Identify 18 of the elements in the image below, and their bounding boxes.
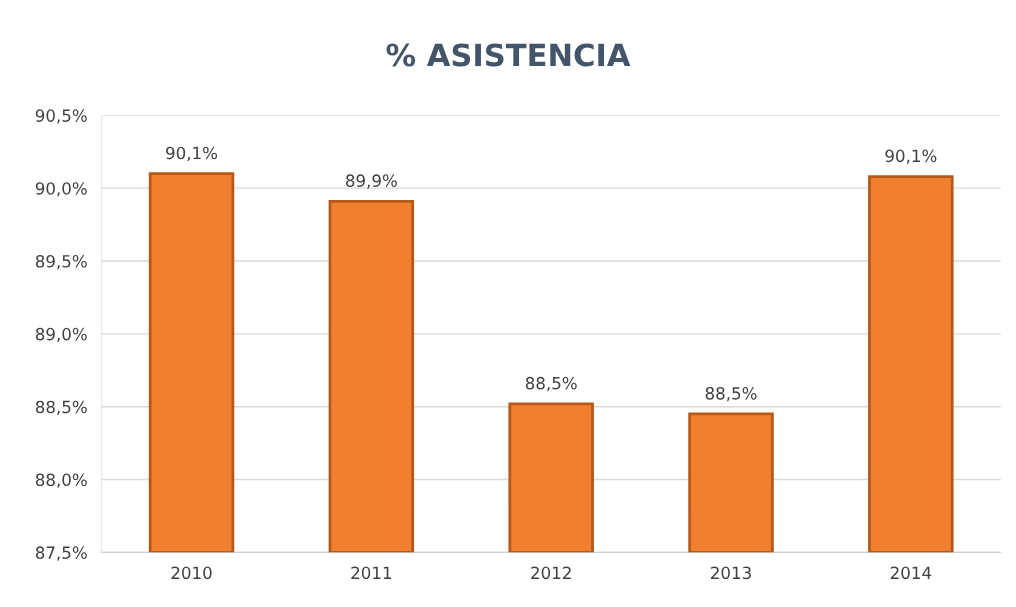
- y-tick-label: 88,0%: [35, 473, 87, 488]
- data-label: 88,5%: [705, 387, 757, 402]
- x-tick-label: 2012: [531, 566, 571, 580]
- y-tick-label: 88,5%: [35, 400, 87, 415]
- chart-title: % ASISTENCIA: [386, 43, 631, 67]
- y-tick-label: 89,5%: [35, 254, 87, 270]
- y-tick-label: 89,0%: [35, 327, 87, 343]
- x-tick-label: 2010: [171, 566, 212, 580]
- data-label: 90,1%: [885, 149, 937, 164]
- y-tick-label: 87,5%: [35, 546, 87, 561]
- x-tick-label: 2013: [711, 566, 751, 580]
- y-tick-label: 90,0%: [35, 182, 87, 197]
- data-label: 89,9%: [346, 174, 397, 189]
- y-tick-label: 90,5%: [35, 109, 87, 124]
- data-label: 88,5%: [525, 376, 577, 392]
- data-label: 90,1%: [166, 146, 218, 161]
- x-tick-label: 2011: [351, 566, 392, 580]
- x-tick-label: 2014: [890, 566, 932, 580]
